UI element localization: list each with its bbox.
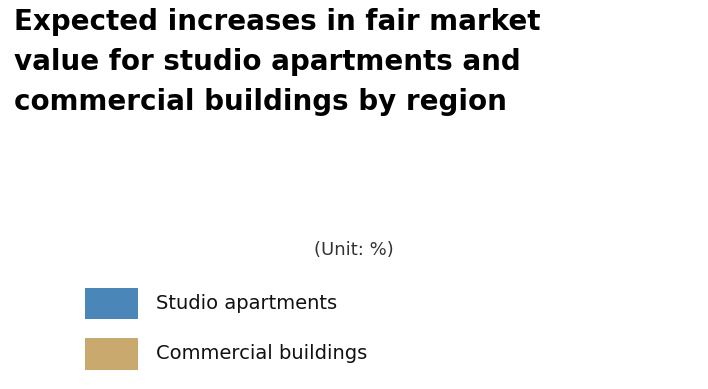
FancyBboxPatch shape	[85, 338, 138, 370]
Text: Studio apartments: Studio apartments	[156, 294, 337, 313]
Text: Commercial buildings: Commercial buildings	[156, 345, 367, 363]
FancyBboxPatch shape	[85, 288, 138, 319]
Text: Expected increases in fair market
value for studio apartments and
commercial bui: Expected increases in fair market value …	[14, 8, 541, 116]
Text: (Unit: %): (Unit: %)	[314, 241, 394, 259]
